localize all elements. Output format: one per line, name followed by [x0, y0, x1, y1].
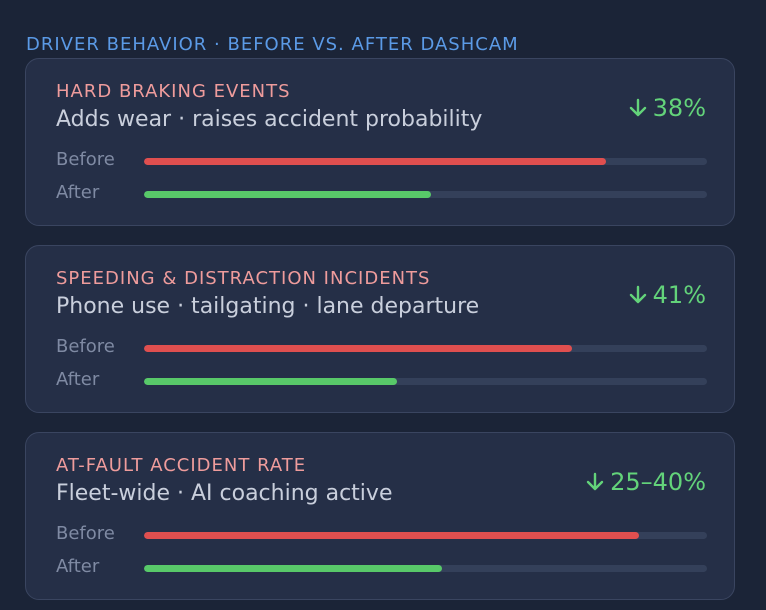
delta-value: 38% [652, 94, 706, 122]
delta-badge: 41% [629, 281, 706, 309]
arrow-down-icon [629, 98, 646, 117]
before-bar [144, 158, 606, 165]
after-bar-track [144, 191, 707, 198]
before-bar [144, 345, 572, 352]
card-subtitle: Fleet-wide · AI coaching active [56, 481, 393, 506]
metric-card-at-fault-accident: AT-FAULT ACCIDENT RATE Fleet-wide · AI c… [25, 432, 735, 600]
card-title: AT-FAULT ACCIDENT RATE [56, 455, 307, 476]
delta-badge: 25–40% [586, 468, 706, 496]
after-label: After [56, 369, 100, 390]
metric-card-hard-braking: HARD BRAKING EVENTS Adds wear · raises a… [25, 58, 735, 226]
before-bar-track [144, 345, 707, 352]
card-subtitle: Adds wear · raises accident probability [56, 107, 483, 132]
before-label: Before [56, 336, 115, 357]
arrow-down-icon [629, 285, 646, 304]
after-bar [144, 565, 443, 572]
before-bar [144, 532, 640, 539]
page-title: DRIVER BEHAVIOR · BEFORE VS. AFTER DASHC… [26, 34, 519, 55]
delta-value: 41% [652, 281, 706, 309]
before-bar-track [144, 158, 707, 165]
after-bar [144, 378, 398, 385]
after-label: After [56, 182, 100, 203]
after-bar-track [144, 565, 707, 572]
after-bar [144, 191, 432, 198]
before-label: Before [56, 523, 115, 544]
card-title: HARD BRAKING EVENTS [56, 81, 291, 102]
arrow-down-icon [586, 472, 604, 491]
after-label: After [56, 556, 100, 577]
after-bar-track [144, 378, 707, 385]
card-subtitle: Phone use · tailgating · lane departure [56, 294, 480, 319]
delta-value: 25–40% [610, 468, 706, 496]
card-title: SPEEDING & DISTRACTION INCIDENTS [56, 268, 431, 289]
metric-card-speeding-distraction: SPEEDING & DISTRACTION INCIDENTS Phone u… [25, 245, 735, 413]
before-label: Before [56, 149, 115, 170]
before-bar-track [144, 532, 707, 539]
delta-badge: 38% [629, 94, 706, 122]
